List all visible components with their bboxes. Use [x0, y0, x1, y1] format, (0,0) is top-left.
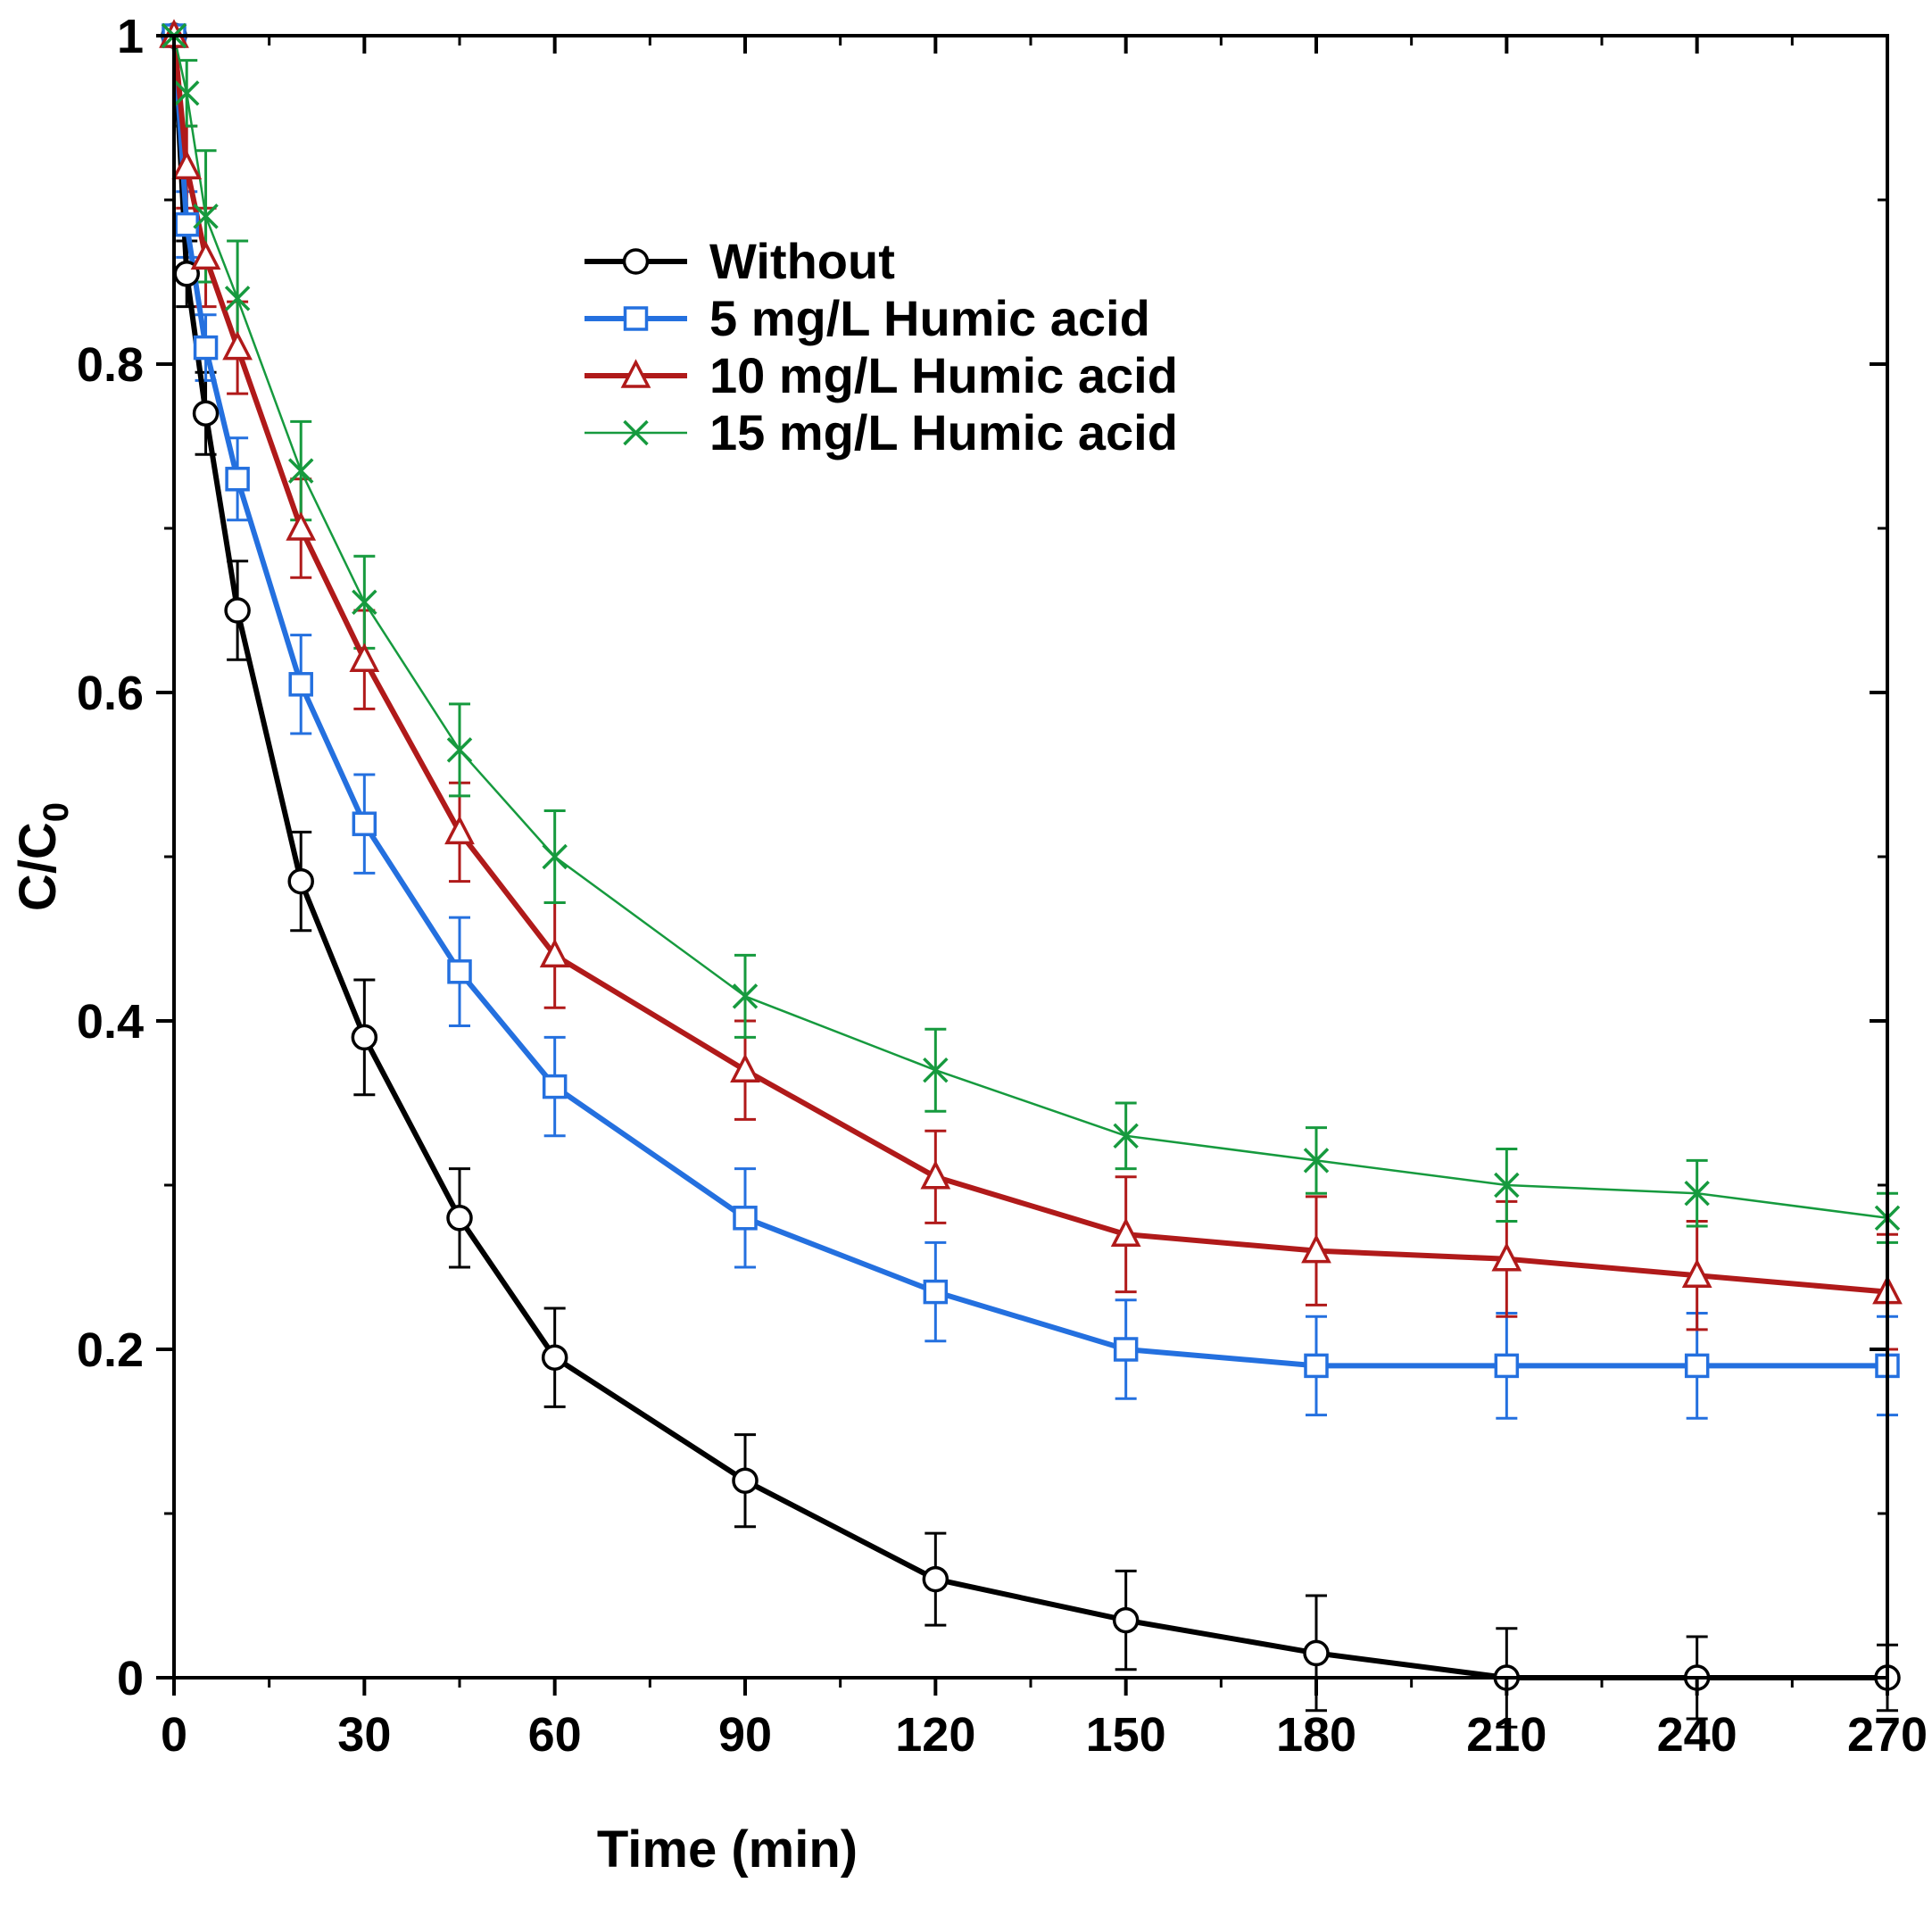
error-bars-series-3 [176, 59, 1898, 1244]
markers-series-0 [161, 22, 1901, 1691]
x-tick-label: 210 [1466, 1708, 1546, 1762]
legend-label: 15 mg/L Humic acid [709, 404, 1178, 460]
y-axis-title: C/C0 [9, 802, 76, 911]
axes [156, 34, 1889, 1696]
legend-item-2: 10 mg/L Humic acid [585, 347, 1178, 403]
plot-frame [172, 34, 1889, 1680]
legend-item-1: 5 mg/L Humic acid [585, 290, 1150, 346]
x-tick-label: 90 [718, 1708, 772, 1762]
legend-label: 10 mg/L Humic acid [709, 347, 1178, 403]
markers-series-3 [161, 22, 1901, 1232]
x-tick-label: 240 [1657, 1708, 1737, 1762]
x-tick-label: 30 [337, 1708, 391, 1762]
y-tick-label: 0.4 [77, 995, 144, 1049]
markers-series-1 [162, 23, 1900, 1379]
series-markers [159, 19, 1903, 1691]
legend-item-3: 15 mg/L Humic acid [585, 404, 1178, 460]
legend-label: Without [709, 233, 895, 289]
y-tick-label: 0.6 [77, 667, 144, 720]
x-tick-label: 60 [528, 1708, 582, 1762]
x-tick-label: 0 [161, 1708, 187, 1762]
markers-series-2 [159, 19, 1903, 1305]
series-line-0 [171, 33, 1890, 1680]
y-tick-label: 0 [117, 1652, 144, 1705]
x-tick-label: 150 [1086, 1708, 1166, 1762]
series-lines [171, 33, 1890, 1680]
y-tick-label: 1 [117, 10, 144, 63]
x-axis-title: Time (min) [597, 1821, 858, 1879]
x-tick-label: 120 [895, 1708, 975, 1762]
y-tick-label: 0.2 [77, 1323, 144, 1377]
error-bars-series-0 [176, 239, 1898, 1729]
series-line-3 [172, 34, 1889, 1220]
legend-item-0: Without [585, 233, 895, 289]
y-tick-label: 0.8 [77, 338, 144, 392]
x-tick-label: 180 [1276, 1708, 1356, 1762]
legend-label: 5 mg/L Humic acid [709, 290, 1150, 346]
x-tick-label: 270 [1847, 1708, 1928, 1762]
